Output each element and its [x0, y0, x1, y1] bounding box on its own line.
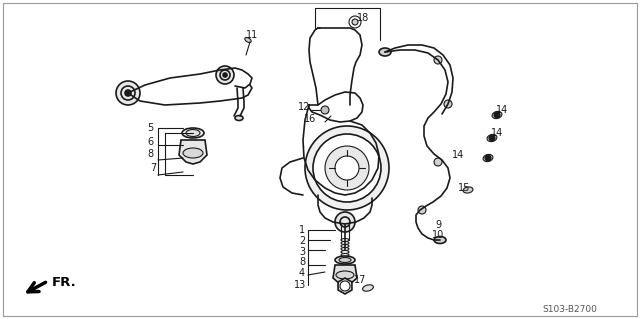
- Circle shape: [216, 66, 234, 84]
- Ellipse shape: [341, 254, 349, 256]
- Circle shape: [335, 212, 355, 232]
- Circle shape: [434, 158, 442, 166]
- Text: 16: 16: [304, 114, 316, 124]
- Text: 2: 2: [299, 236, 305, 246]
- Ellipse shape: [245, 38, 251, 42]
- Text: 14: 14: [496, 105, 508, 115]
- Ellipse shape: [182, 128, 204, 138]
- Text: 18: 18: [357, 13, 369, 23]
- Ellipse shape: [341, 241, 349, 244]
- Text: 11: 11: [246, 30, 258, 40]
- Ellipse shape: [341, 248, 349, 250]
- Polygon shape: [338, 278, 352, 294]
- Circle shape: [485, 155, 491, 161]
- Text: 10: 10: [432, 230, 444, 240]
- Circle shape: [305, 126, 389, 210]
- Ellipse shape: [336, 271, 354, 279]
- Circle shape: [349, 16, 361, 28]
- Text: 12: 12: [298, 102, 310, 112]
- Ellipse shape: [463, 187, 473, 193]
- Polygon shape: [333, 265, 357, 286]
- Text: 7: 7: [150, 163, 156, 173]
- Circle shape: [325, 146, 369, 190]
- Text: 3: 3: [299, 247, 305, 257]
- Text: S103-B2700: S103-B2700: [543, 306, 597, 315]
- Ellipse shape: [379, 48, 391, 56]
- Circle shape: [489, 135, 495, 141]
- Text: 5: 5: [147, 123, 153, 133]
- Ellipse shape: [341, 239, 349, 241]
- Circle shape: [321, 106, 329, 114]
- Text: 6: 6: [147, 137, 153, 147]
- Polygon shape: [179, 140, 207, 164]
- Text: 15: 15: [458, 183, 470, 193]
- Circle shape: [223, 73, 227, 77]
- Circle shape: [313, 134, 381, 202]
- Text: FR.: FR.: [52, 276, 77, 288]
- Text: 4: 4: [299, 268, 305, 278]
- Ellipse shape: [235, 115, 243, 121]
- Ellipse shape: [363, 285, 373, 291]
- Ellipse shape: [341, 250, 349, 254]
- Text: 8: 8: [147, 149, 153, 159]
- Circle shape: [444, 100, 452, 108]
- Ellipse shape: [483, 154, 493, 162]
- Circle shape: [352, 19, 358, 25]
- Ellipse shape: [183, 148, 203, 158]
- Text: 14: 14: [452, 150, 464, 160]
- Text: 14: 14: [491, 128, 503, 138]
- Circle shape: [494, 112, 500, 118]
- Ellipse shape: [335, 256, 355, 264]
- Ellipse shape: [341, 244, 349, 248]
- Circle shape: [434, 56, 442, 64]
- Text: 8: 8: [299, 257, 305, 267]
- Ellipse shape: [492, 111, 502, 119]
- Ellipse shape: [339, 257, 351, 263]
- Ellipse shape: [434, 236, 446, 243]
- Ellipse shape: [186, 130, 200, 137]
- Circle shape: [125, 90, 131, 96]
- Text: 1: 1: [299, 225, 305, 235]
- Ellipse shape: [487, 134, 497, 142]
- Circle shape: [340, 281, 350, 291]
- Circle shape: [335, 156, 359, 180]
- Circle shape: [116, 81, 140, 105]
- Text: 17: 17: [354, 275, 366, 285]
- Text: 9: 9: [435, 220, 441, 230]
- Text: 13: 13: [294, 280, 306, 290]
- Circle shape: [418, 206, 426, 214]
